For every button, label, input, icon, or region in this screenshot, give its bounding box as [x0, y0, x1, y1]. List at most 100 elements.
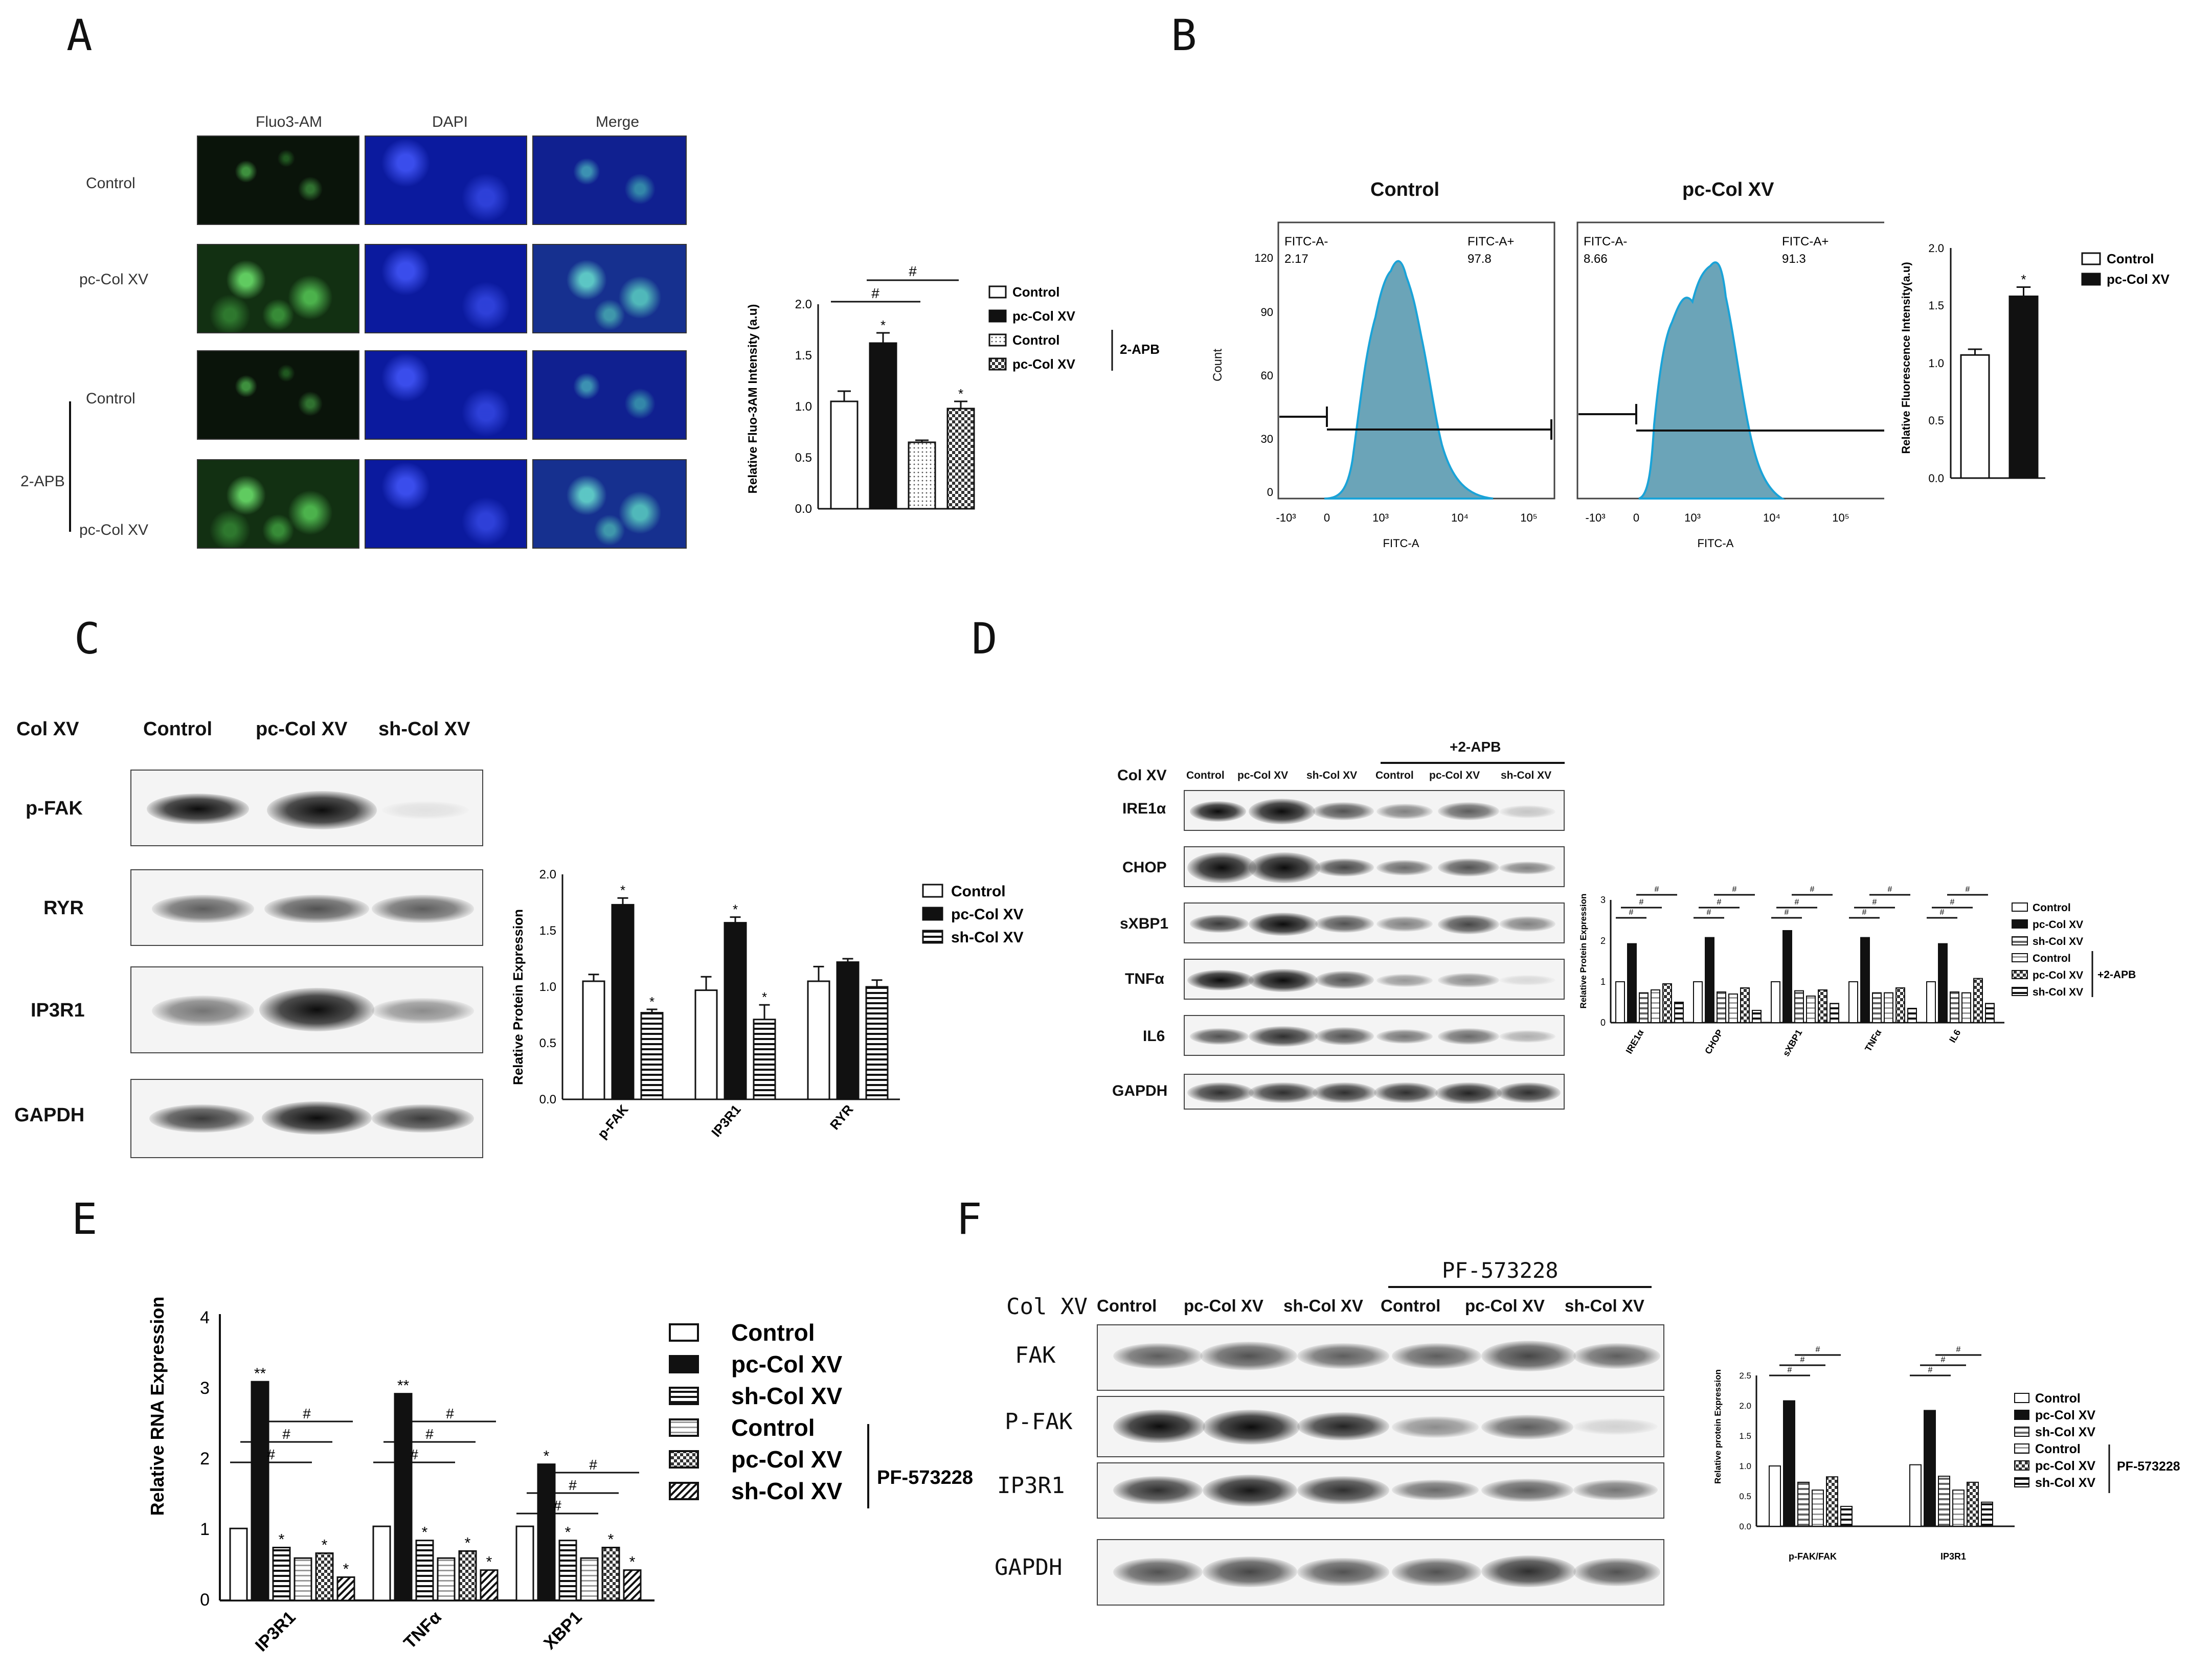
significance-mark: * [608, 1531, 614, 1548]
bar [315, 1552, 334, 1601]
chart-b-ytick: 0.5 [1928, 414, 1944, 427]
image-dapi-control-2apb [365, 350, 527, 440]
flow-xtick: 10³ [1684, 511, 1701, 524]
chart-e-category-label: XBP1 [540, 1608, 586, 1654]
bar [869, 342, 897, 510]
blot-il6 [1184, 1015, 1565, 1056]
chart-e-ytick: 1 [200, 1520, 210, 1539]
chart-a-brackets: # # [831, 263, 959, 303]
panel-label-f: F [956, 1194, 982, 1244]
significance-bracket-label: # [1629, 908, 1634, 917]
panel-label-c: C [74, 614, 100, 664]
chart-c-legend-label: sh-Col XV [951, 929, 1024, 946]
flow-xtick: 10⁵ [1520, 511, 1538, 524]
chart-f-legend-group: PF-573228 [2117, 1459, 2180, 1474]
bar [1806, 996, 1816, 1023]
flow-gate-pos-value: 91.3 [1782, 252, 1806, 266]
bar [1639, 992, 1649, 1024]
chart-a-legend-label: pc-Col XV [1012, 308, 1075, 324]
chart-c-category-label: RYR [827, 1101, 856, 1133]
bar [1627, 943, 1637, 1023]
blot-header-sh-col-xv: sh-Col XV [1501, 770, 1552, 781]
significance-bracket-label: # [267, 1447, 275, 1462]
chart-c-legend: Control pc-Col XV sh-Col XV [922, 883, 1024, 946]
chart-e-ytick: 4 [200, 1308, 210, 1327]
blot-gapdh [130, 1079, 483, 1158]
flow-histogram-control: FITC-A- 2.17 FITC-A+ 97.8 120 90 60 30 0… [1254, 221, 1555, 550]
bar [251, 1381, 269, 1601]
bar [1907, 1008, 1917, 1023]
bar [480, 1569, 499, 1601]
chart-c-ytick: 2.0 [539, 868, 556, 882]
blot-treatment-line [1381, 762, 1565, 764]
chart-f-ylabel: Relative protein Expression [1713, 1369, 1723, 1484]
bar [1717, 991, 1726, 1023]
blot-fak [1097, 1324, 1664, 1391]
bar [836, 961, 860, 1100]
bar [1981, 1501, 1993, 1527]
chart-e-legend-label: sh-Col XV [731, 1478, 843, 1504]
significance-mark: * [958, 386, 963, 401]
blot-header-control: Control [143, 718, 213, 740]
chart-f: Relative protein Expression 0.0 0.5 1.0 … [1713, 1345, 2180, 1562]
chart-f-ytick: 0.0 [1739, 1522, 1751, 1531]
chart-e-bars: *** ********* ** [229, 1365, 642, 1601]
chart-a-ytick: 2.0 [795, 298, 812, 311]
row-label-pc-col-xv: pc-Col XV [79, 271, 149, 288]
chart-d-ytick: 2 [1600, 936, 1606, 946]
bar [830, 400, 859, 510]
significance-mark: * [2021, 272, 2026, 287]
blot-header-pc-col-xv: pc-Col XV [1237, 770, 1289, 781]
chart-d-category-label: IL6 [1947, 1028, 1962, 1045]
chart-c-ylabel: Relative Protein Expression [510, 909, 526, 1085]
bar [515, 1525, 534, 1601]
flow-xlabel: FITC-A [1383, 537, 1419, 550]
chart-a-legend-label: Control [1012, 332, 1059, 348]
flow-histogram-peak [1638, 261, 1786, 500]
flow-histogram-peak [1324, 260, 1494, 500]
bar [908, 441, 936, 510]
bar [1961, 992, 1971, 1024]
bar [623, 1569, 642, 1601]
blot-header-pc-col-xv: pc-Col XV [1465, 1296, 1545, 1315]
chart-a-bracket-label: # [871, 285, 879, 301]
chart-b-ytick: 0.0 [1928, 472, 1944, 485]
bar [1740, 987, 1750, 1023]
chart-c-ytick: 1.0 [539, 980, 556, 994]
flow-gate-neg: FITC-A- [1584, 235, 1627, 249]
bar [1872, 992, 1882, 1024]
panel-label-b: B [1171, 10, 1197, 60]
image-dapi-pc-col-xv [365, 244, 527, 333]
chart-f-legend-label: Control [2035, 1442, 2081, 1456]
chart-e-legend-label: Control [731, 1319, 815, 1346]
image-fluo3-control [197, 136, 359, 225]
blot-chop [1184, 846, 1565, 887]
chart-f-ytick: 1.0 [1739, 1461, 1751, 1471]
image-fluo3-control-2apb [197, 350, 359, 440]
chart-d-bars [1615, 930, 1995, 1024]
bar [1693, 981, 1703, 1023]
chart-c-ytick: 0.5 [539, 1036, 556, 1050]
bar [229, 1527, 248, 1601]
blot-label-sxbp1: sXBP1 [1120, 915, 1169, 932]
bar [1705, 937, 1714, 1023]
chart-a-bracket-label: # [909, 263, 917, 279]
blot-header-sh-col-xv: sh-Col XV [1283, 1296, 1363, 1315]
significance-mark: * [881, 318, 886, 333]
chart-b: Relative Fluorescence Intensity(a.u) 0.0… [1900, 242, 2170, 485]
chart-e-category-label: TNFα [400, 1608, 445, 1653]
chart-d-legend: Control pc-Col XV sh-Col XV Control pc-C… [2012, 902, 2136, 998]
chart-d-ytick: 0 [1600, 1018, 1606, 1028]
image-fluo3-pc-col-xv [197, 244, 359, 333]
blot-label-il6: IL6 [1143, 1028, 1165, 1045]
significance-bracket-label: # [589, 1457, 597, 1473]
col-title-fluo3: Fluo3-AM [256, 114, 323, 130]
chart-a: Relative Fluo-3AM Intensity (a.u) 0.0 0.… [746, 263, 1160, 516]
chart-a-legend: Control pc-Col XV Control pc-Col XV 2-AP… [988, 284, 1160, 372]
chart-e-ytick: 2 [200, 1449, 210, 1469]
significance-mark: * [486, 1554, 492, 1571]
chart-f-legend-label: sh-Col XV [2035, 1425, 2095, 1439]
row-label-control-2apb: Control [86, 390, 136, 407]
bar [694, 989, 718, 1100]
bar [1926, 981, 1936, 1023]
